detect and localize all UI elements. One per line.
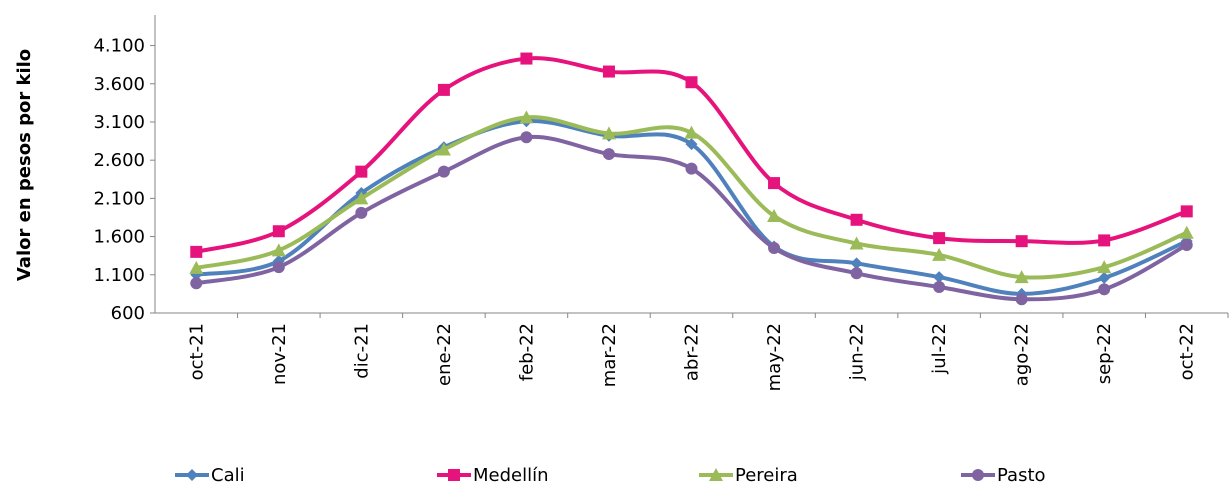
marker [972, 469, 984, 481]
marker [1015, 235, 1028, 248]
marker [355, 206, 368, 219]
marker [933, 232, 946, 245]
x-tick-label: sep-22 [1094, 323, 1115, 384]
marker [1180, 205, 1193, 218]
marker [355, 165, 368, 178]
x-tick-label: mar-22 [599, 323, 620, 387]
marker [272, 261, 285, 274]
marker [768, 177, 781, 190]
marker [271, 243, 286, 257]
marker [850, 213, 863, 226]
marker [685, 138, 698, 151]
y-tick-label: 3.100 [93, 112, 145, 133]
y-tick-label: 3.600 [93, 74, 145, 95]
marker [354, 191, 369, 205]
marker [437, 165, 450, 178]
marker [1015, 293, 1028, 306]
x-tick-label: abr-22 [682, 323, 703, 381]
marker [709, 468, 723, 481]
x-tick-label: dic-21 [351, 323, 372, 379]
marker [448, 469, 460, 481]
marker [1097, 260, 1112, 274]
marker [520, 52, 533, 65]
marker [602, 148, 615, 161]
marker [768, 242, 781, 255]
y-tick-label: 2.100 [93, 188, 145, 209]
marker [436, 142, 451, 156]
marker [1179, 225, 1194, 239]
x-tick-label: ago-22 [1012, 323, 1033, 386]
y-axis-label: Valor en pesos por kilo [14, 49, 35, 281]
marker [933, 281, 946, 294]
series-line [195, 134, 1188, 302]
marker [190, 245, 203, 258]
marker [1180, 238, 1193, 251]
marker [190, 277, 203, 290]
marker [520, 131, 533, 144]
x-tick-label: may-22 [764, 323, 785, 391]
x-tick-label: feb-22 [516, 323, 537, 381]
legend-label: Pereira [735, 465, 798, 486]
marker [684, 125, 699, 139]
y-tick-label: 600 [111, 303, 145, 324]
marker [1014, 270, 1029, 284]
marker [189, 260, 204, 274]
marker [602, 65, 615, 78]
x-tick-label: jul-22 [929, 323, 950, 375]
x-tick-label: oct-21 [186, 323, 207, 380]
x-tick-label: jun-22 [847, 323, 868, 381]
legend-label: Cali [211, 465, 245, 486]
marker [850, 267, 863, 280]
marker [1098, 283, 1111, 296]
marker [685, 76, 698, 89]
marker [601, 126, 616, 140]
marker [272, 225, 285, 238]
y-tick-label: 2.600 [93, 150, 145, 171]
legend-label: Medellín [473, 465, 549, 486]
marker [437, 83, 450, 96]
x-tick-label: nov-21 [269, 323, 290, 385]
marker [850, 257, 863, 270]
marker [519, 110, 534, 124]
marker [685, 162, 698, 175]
x-tick-label: oct-22 [1177, 323, 1198, 380]
y-tick-label: 1.100 [93, 265, 145, 286]
marker [1098, 271, 1111, 284]
marker [1098, 234, 1111, 247]
y-tick-label: 4.100 [93, 36, 145, 57]
marker [849, 236, 864, 250]
x-tick-label: ene-22 [434, 323, 455, 386]
marker [186, 469, 198, 481]
marker [932, 247, 947, 261]
y-tick-label: 1.600 [93, 227, 145, 248]
marker [767, 208, 782, 222]
marker [933, 271, 946, 284]
legend-label: Pasto [997, 465, 1046, 486]
